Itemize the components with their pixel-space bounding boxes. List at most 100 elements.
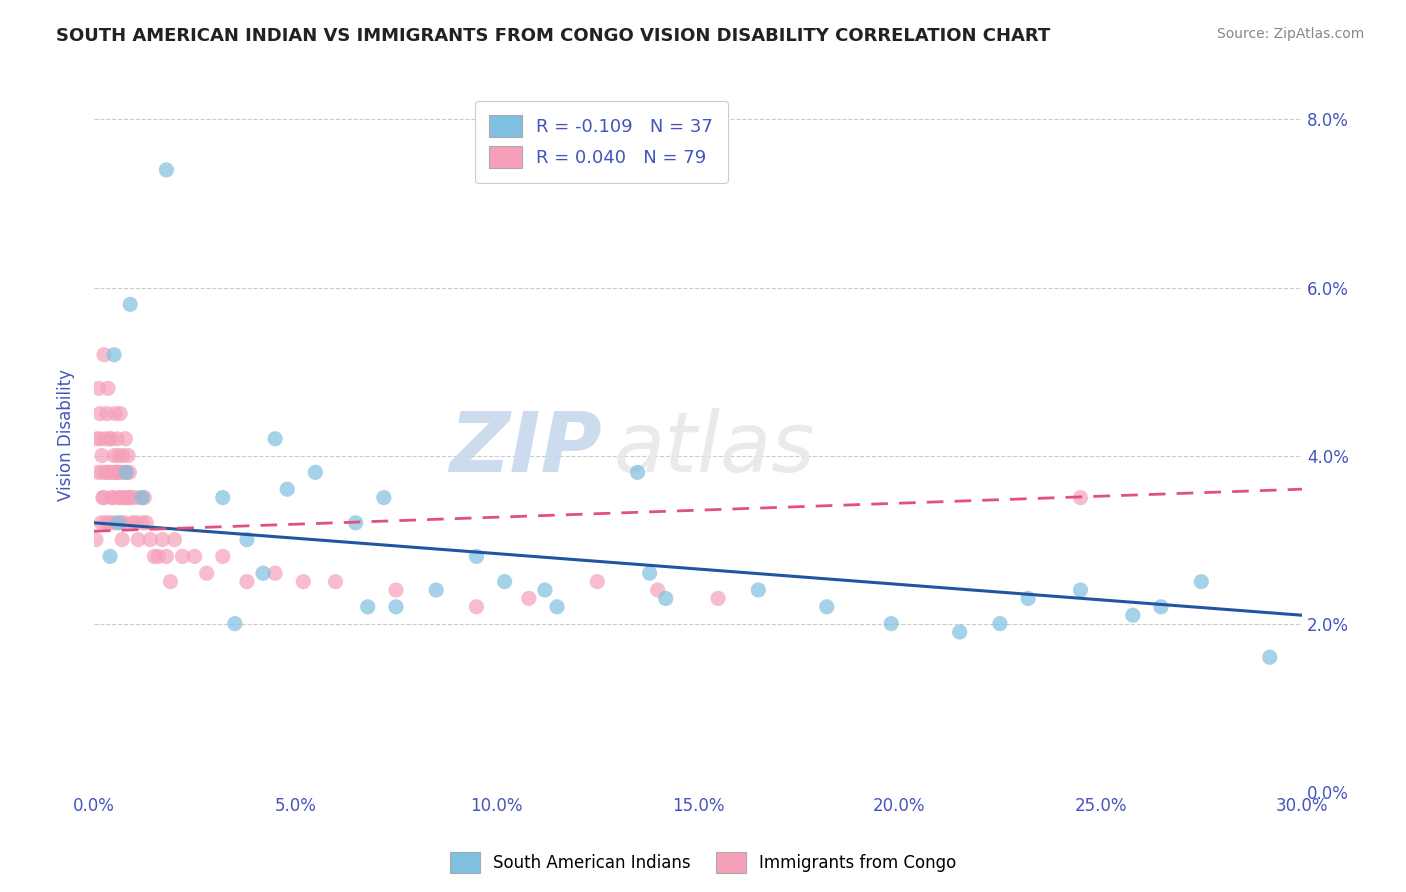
Point — [638, 566, 661, 581]
Point — [110, 516, 132, 530]
Point — [517, 591, 540, 606]
Point — [276, 482, 298, 496]
Point — [84, 533, 107, 547]
Point — [647, 582, 669, 597]
Point — [111, 449, 134, 463]
Point — [1069, 582, 1091, 597]
Point — [586, 574, 609, 589]
Point — [103, 348, 125, 362]
Point — [87, 466, 110, 480]
Point — [103, 516, 125, 530]
Point — [112, 491, 135, 505]
Point — [747, 582, 769, 597]
Legend: South American Indians, Immigrants from Congo: South American Indians, Immigrants from … — [443, 846, 963, 880]
Point — [105, 432, 128, 446]
Point — [292, 574, 315, 589]
Point — [264, 566, 287, 581]
Point — [425, 582, 447, 597]
Legend: R = -0.109   N = 37, R = 0.040   N = 79: R = -0.109 N = 37, R = 0.040 N = 79 — [475, 101, 728, 183]
Point — [988, 616, 1011, 631]
Point — [211, 491, 233, 505]
Y-axis label: Vision Disability: Vision Disability — [58, 368, 75, 500]
Point — [107, 516, 129, 530]
Point — [155, 162, 177, 177]
Point — [626, 466, 648, 480]
Point — [118, 466, 141, 480]
Point — [97, 466, 120, 480]
Point — [127, 533, 149, 547]
Point — [236, 574, 259, 589]
Point — [91, 491, 114, 505]
Point — [121, 516, 143, 530]
Point — [97, 381, 120, 395]
Point — [1069, 491, 1091, 505]
Text: Source: ZipAtlas.com: Source: ZipAtlas.com — [1216, 27, 1364, 41]
Point — [172, 549, 194, 564]
Point — [115, 466, 138, 480]
Point — [117, 491, 139, 505]
Point — [120, 491, 142, 505]
Point — [465, 549, 488, 564]
Point — [98, 432, 121, 446]
Point — [880, 616, 903, 631]
Point — [115, 466, 138, 480]
Point — [131, 516, 153, 530]
Point — [93, 348, 115, 362]
Point — [96, 407, 118, 421]
Point — [93, 491, 115, 505]
Point — [107, 491, 129, 505]
Point — [108, 491, 131, 505]
Point — [236, 533, 259, 547]
Point — [534, 582, 557, 597]
Point — [105, 466, 128, 480]
Point — [357, 599, 380, 614]
Point — [134, 491, 156, 505]
Point — [148, 549, 170, 564]
Point — [135, 516, 157, 530]
Point — [108, 407, 131, 421]
Point — [111, 466, 134, 480]
Point — [155, 549, 177, 564]
Point — [224, 616, 246, 631]
Point — [91, 466, 114, 480]
Point — [1150, 599, 1173, 614]
Point — [385, 599, 408, 614]
Point — [211, 549, 233, 564]
Point — [344, 516, 367, 530]
Point — [104, 407, 127, 421]
Point — [101, 491, 124, 505]
Point — [654, 591, 676, 606]
Point — [373, 491, 395, 505]
Point — [122, 491, 145, 505]
Point — [115, 491, 138, 505]
Point — [100, 432, 122, 446]
Point — [111, 533, 134, 547]
Point — [815, 599, 838, 614]
Point — [385, 582, 408, 597]
Point — [252, 566, 274, 581]
Point — [125, 516, 148, 530]
Point — [103, 466, 125, 480]
Point — [1189, 574, 1212, 589]
Point — [108, 466, 131, 480]
Point — [546, 599, 568, 614]
Point — [129, 491, 152, 505]
Point — [1122, 608, 1144, 623]
Point — [105, 466, 128, 480]
Point — [264, 432, 287, 446]
Point — [949, 625, 972, 640]
Point — [103, 449, 125, 463]
Point — [91, 449, 114, 463]
Point — [1258, 650, 1281, 665]
Point — [101, 491, 124, 505]
Point — [86, 432, 108, 446]
Point — [98, 466, 121, 480]
Point — [195, 566, 218, 581]
Point — [143, 549, 166, 564]
Point — [304, 466, 326, 480]
Point — [114, 432, 136, 446]
Point — [465, 599, 488, 614]
Point — [117, 449, 139, 463]
Point — [87, 381, 110, 395]
Point — [159, 574, 181, 589]
